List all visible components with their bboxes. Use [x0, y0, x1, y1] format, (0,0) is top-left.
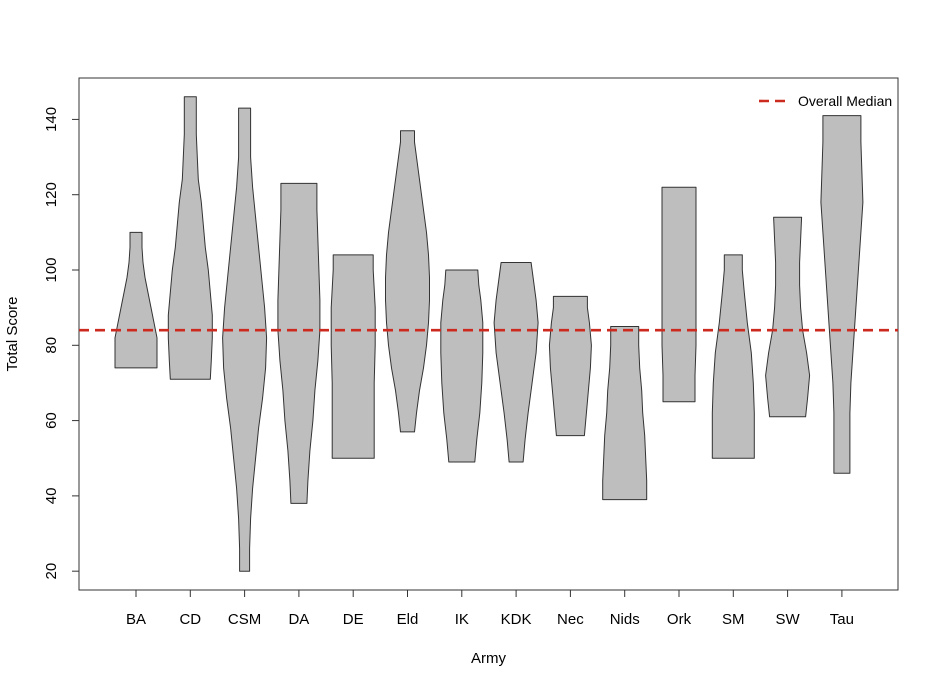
x-tick-label: Nec [557, 611, 584, 628]
y-tick-label: 40 [43, 488, 60, 505]
x-tick-label: Eld [397, 611, 419, 628]
y-tick-label: 80 [43, 337, 60, 354]
x-tick-label: SW [776, 611, 801, 628]
y-tick-label: 120 [43, 182, 60, 207]
x-tick-label: Tau [830, 611, 854, 628]
violin-sw [765, 216, 811, 418]
violin-csm [222, 107, 268, 572]
violin-ba [114, 231, 158, 369]
violin-ik [440, 269, 484, 463]
x-tick-label: IK [455, 611, 469, 628]
plot-frame [78, 77, 899, 591]
violin-da [277, 182, 321, 504]
violin-cd [167, 96, 213, 380]
x-tick-label: Nids [610, 611, 640, 628]
y-tick-label: 140 [43, 107, 60, 132]
violin-ork [661, 186, 697, 403]
violin-eld [385, 130, 430, 433]
violin-kdk [493, 262, 539, 463]
violin-sm [711, 254, 755, 459]
x-tick-label: DA [288, 611, 309, 628]
y-tick-label: 100 [43, 257, 60, 282]
x-tick-label: DE [343, 611, 364, 628]
violin-nec [548, 295, 592, 437]
legend-label: Overall Median [798, 93, 892, 109]
x-axis-title: Army [471, 650, 506, 667]
x-tick-label: BA [126, 611, 146, 628]
x-tick-label: KDK [501, 611, 532, 628]
violin-nids [602, 326, 648, 501]
y-tick-label: 20 [43, 563, 60, 580]
y-tick-label: 60 [43, 412, 60, 429]
y-axis-title: Total Score [4, 296, 21, 371]
violin-tau [820, 115, 864, 474]
x-tick-label: CSM [228, 611, 261, 628]
x-tick-label: CD [179, 611, 201, 628]
x-tick-label: SM [722, 611, 745, 628]
x-tick-label: Ork [667, 611, 692, 628]
violin-de [330, 254, 376, 459]
